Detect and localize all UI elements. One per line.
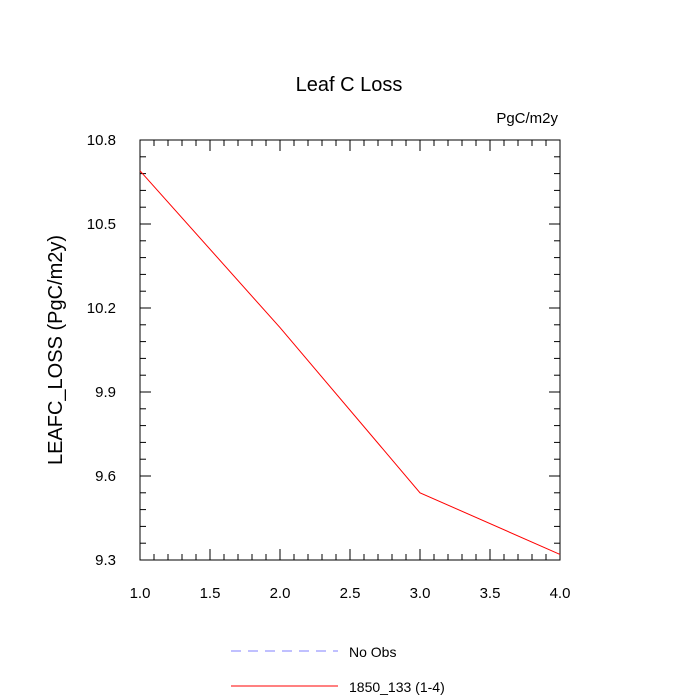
axis-ticks [139, 139, 561, 561]
x-tick-label: 2.0 [270, 585, 291, 602]
x-tick-label: 1.5 [200, 585, 221, 602]
y-tick-label: 9.6 [95, 468, 116, 485]
x-tick-label: 1.0 [130, 585, 151, 602]
chart-title: Leaf C Loss [296, 74, 403, 96]
x-tick-label: 4.0 [550, 585, 571, 602]
legend-label: No Obs [349, 644, 396, 660]
y-tick-label: 9.9 [95, 384, 116, 401]
y-axis-label: LEAFC_LOSS (PgC/m2y) [45, 235, 67, 465]
x-tick-label: 3.5 [480, 585, 501, 602]
y-tick-label: 10.5 [87, 216, 116, 233]
y-tick-label: 10.2 [87, 300, 116, 317]
legend-label: 1850_133 (1-4) [349, 679, 445, 695]
axis-tick-labels: 1.0 1.5 2.0 2.5 3.0 3.5 4.0 9.3 9.6 9.9 10.2 10.5 10… [87, 132, 571, 602]
series-line [139, 170, 561, 555]
series-lines [139, 170, 561, 555]
y-tick-label: 10.8 [87, 132, 116, 149]
y-tick-label: 9.3 [95, 552, 116, 569]
legend: No Obs 1850_133 (1-4) [231, 644, 445, 695]
x-tick-label: 3.0 [410, 585, 431, 602]
units-label: PgC/m2y [496, 110, 558, 127]
x-tick-label: 2.5 [340, 585, 361, 602]
plot-frame [139, 139, 561, 561]
